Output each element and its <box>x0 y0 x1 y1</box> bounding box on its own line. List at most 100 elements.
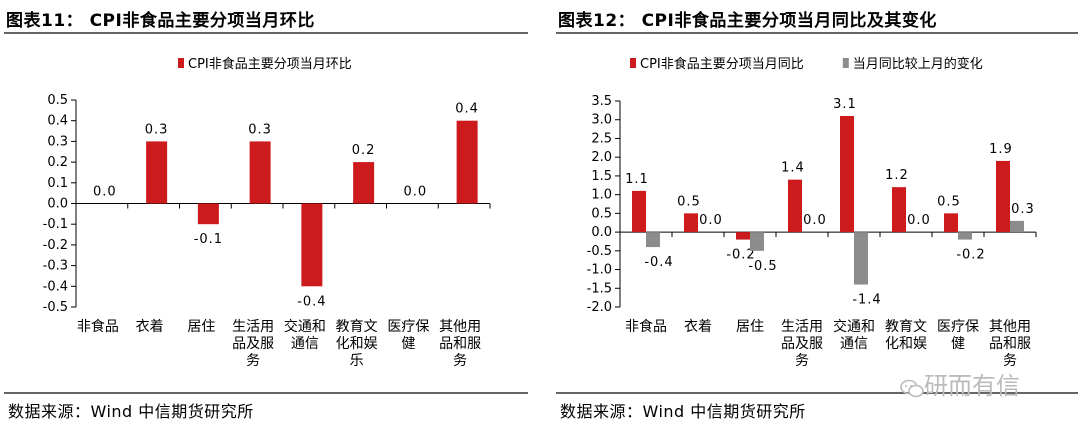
bar <box>632 190 646 233</box>
source-note: 数据来源：Wind 中信期货研究所 <box>8 402 254 421</box>
data-label: 1.9 <box>989 142 1013 157</box>
source-note: 数据来源：Wind 中信期货研究所 <box>560 402 806 421</box>
category-label: 通信 <box>840 336 868 352</box>
category-label: 居住 <box>187 319 215 335</box>
right-chart-panel: 图表12： CPI非食品主要分项当月同比及其变化 CPI非食品主要分项当月同比 当… <box>552 0 1080 426</box>
y-tick-label: 0.1 <box>47 176 68 191</box>
data-label: 0.3 <box>1011 202 1035 217</box>
source-rule <box>4 392 528 394</box>
category-label: 交通和 <box>284 318 326 335</box>
wechat-icon <box>900 377 924 398</box>
category-label: 健 <box>951 336 965 352</box>
y-tick-label: 0.0 <box>591 225 612 240</box>
data-label: -0.2 <box>956 248 985 263</box>
data-label: 0.3 <box>248 122 272 137</box>
bar <box>301 203 323 287</box>
data-label: 1.1 <box>625 172 649 187</box>
legend-label: CPI非食品主要分项当月同比 <box>640 56 804 72</box>
category-label: 生活用 <box>781 319 823 335</box>
y-tick-label: 3.5 <box>591 94 612 109</box>
y-tick-label: 2.5 <box>591 131 612 146</box>
y-tick-label: 0.5 <box>591 206 612 221</box>
data-label: -0.5 <box>748 259 777 274</box>
category-label: 务 <box>795 353 809 369</box>
y-tick-label: -2.0 <box>587 300 612 315</box>
category-label: 务 <box>246 353 260 369</box>
bar <box>788 179 802 233</box>
category-label: 生活用 <box>232 319 274 335</box>
watermark: 研而有信 <box>900 366 1020 401</box>
watermark-text: 研而有信 <box>924 372 1020 400</box>
bar <box>249 141 271 204</box>
category-label: 衣着 <box>684 319 712 335</box>
category-label: 其他用 <box>989 319 1031 335</box>
bar <box>892 187 906 233</box>
data-label: 0.5 <box>677 194 701 209</box>
bar <box>646 232 660 248</box>
category-label: 非食品 <box>77 318 119 335</box>
bar <box>736 232 750 240</box>
category-label: 交通和 <box>833 318 875 335</box>
category-label: 品及服 <box>781 336 823 352</box>
data-label: -0.4 <box>297 294 326 309</box>
y-tick-label: 0.4 <box>47 114 68 129</box>
y-tick-label: -0.5 <box>587 244 612 259</box>
bar <box>958 232 972 240</box>
bar <box>750 232 764 251</box>
data-label: -0.2 <box>726 248 755 263</box>
category-label: 其他用 <box>439 319 481 335</box>
y-tick-label: 1.5 <box>591 169 612 184</box>
data-label: 1.4 <box>781 161 805 176</box>
category-label: 衣着 <box>136 319 164 335</box>
legend-swatch <box>630 58 636 68</box>
y-tick-label: 1.0 <box>591 188 612 203</box>
left-chart-panel: 图表11： CPI非食品主要分项当月环比 CPI非食品主要分项当月环比 0.5 0.… <box>0 0 530 426</box>
data-label: 0.0 <box>907 213 931 228</box>
chart-title: 图表11： CPI非食品主要分项当月环比 <box>6 11 315 31</box>
bar <box>1010 220 1024 233</box>
bar <box>840 115 854 233</box>
data-label: 0.4 <box>455 102 479 117</box>
y-tick-label: 0.0 <box>47 197 68 212</box>
category-label: 非食品 <box>625 318 667 335</box>
legend-swatch <box>178 58 184 68</box>
y-tick-label: 0.2 <box>47 155 68 170</box>
category-label: 乐 <box>350 353 364 369</box>
data-label: 3.1 <box>833 97 857 112</box>
title-rule <box>556 32 1078 34</box>
bar <box>197 203 219 225</box>
legend-label: CPI非食品主要分项当月环比 <box>188 56 352 72</box>
bar <box>996 160 1010 233</box>
data-label: 0.2 <box>352 143 376 158</box>
legend-label: 当月同比较上月的变化 <box>853 56 983 72</box>
y-tick-label: 0.3 <box>47 134 68 149</box>
data-label: 0.0 <box>803 213 827 228</box>
category-label: 品和服 <box>439 336 481 352</box>
data-label: 0.3 <box>145 122 169 137</box>
y-tick-label: -0.3 <box>43 259 68 274</box>
data-label: 1.2 <box>885 168 909 183</box>
bar <box>944 213 958 233</box>
category-label: 务 <box>1003 353 1017 369</box>
bar <box>146 141 168 204</box>
chart-title: 图表12： CPI非食品主要分项当月同比及其变化 <box>558 11 937 31</box>
legend-swatch <box>842 58 849 68</box>
yoy-bar-chart: CPI非食品主要分项当月同比 当月同比较上月的变化 3.5 3.0 2.5 2.0 1.5 1… <box>587 56 1037 369</box>
bar <box>456 120 478 204</box>
data-label: 0.5 <box>937 194 961 209</box>
mom-bar-chart: CPI非食品主要分项当月环比 0.5 0.4 0.3 0.2 0.1 0.0 -0.1 -0.2… <box>43 56 491 369</box>
data-label: 0.0 <box>699 213 723 228</box>
category-label: 通信 <box>291 336 319 352</box>
data-label: 0.0 <box>93 185 117 200</box>
y-tick-label: -1.0 <box>587 263 612 278</box>
data-label: -0.1 <box>194 232 223 247</box>
category-label: 教育文 <box>885 319 927 335</box>
bar <box>854 232 868 285</box>
source-rule <box>556 392 1078 394</box>
y-tick-label: -0.1 <box>43 217 68 232</box>
category-label: 健 <box>401 336 415 352</box>
bar <box>684 213 698 233</box>
category-label: 居住 <box>736 319 764 335</box>
category-label: 化和娱 <box>336 336 378 352</box>
y-tick-label: -0.5 <box>43 300 68 315</box>
